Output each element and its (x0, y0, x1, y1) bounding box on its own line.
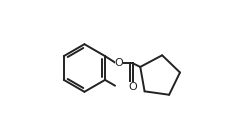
Text: O: O (115, 58, 123, 68)
Text: O: O (128, 82, 137, 92)
